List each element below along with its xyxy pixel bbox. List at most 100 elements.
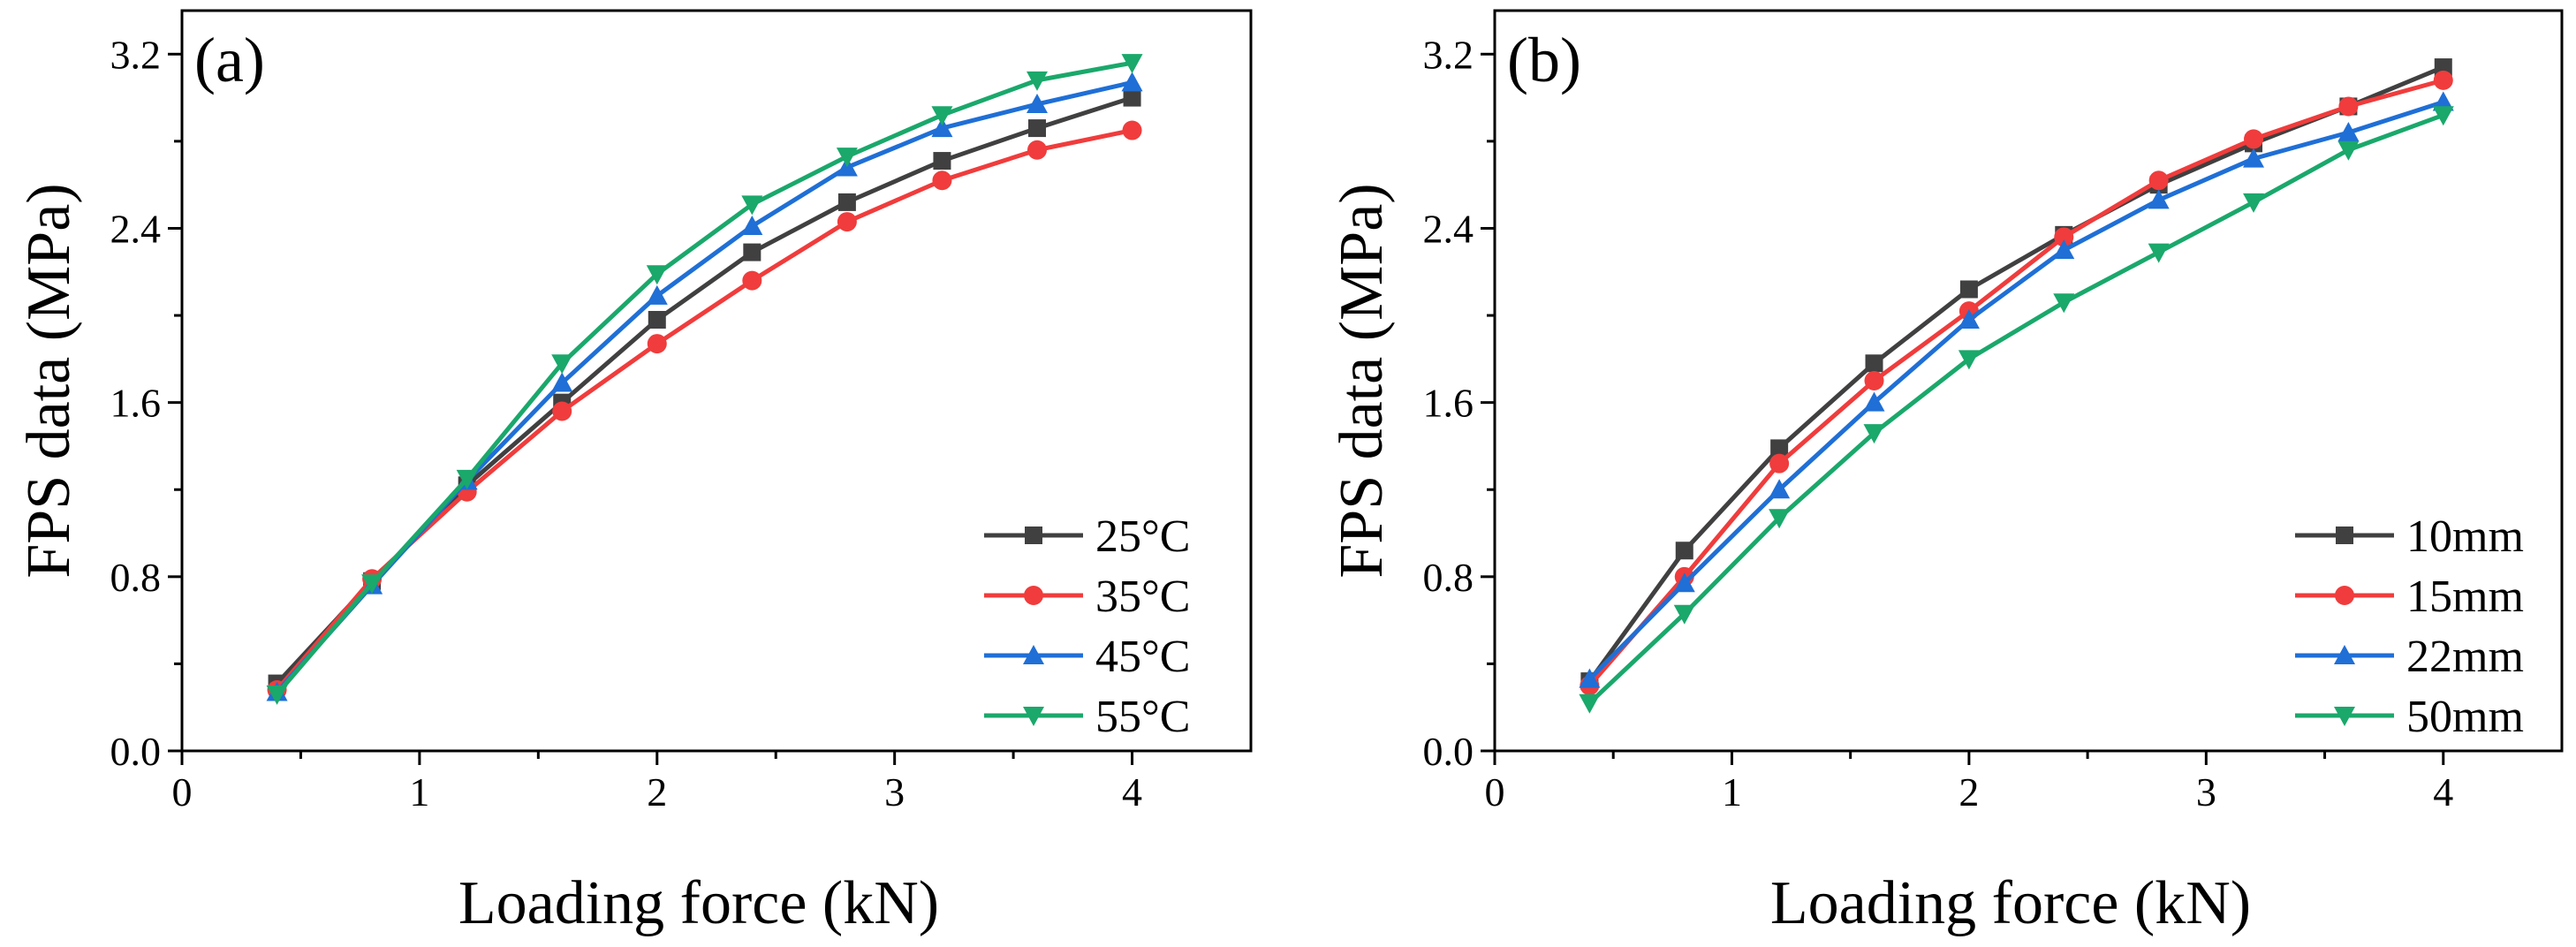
data-point xyxy=(837,212,857,232)
data-point xyxy=(933,152,951,170)
y-tick-label: 1.6 xyxy=(110,381,162,426)
data-point xyxy=(931,106,953,126)
data-point xyxy=(1121,54,1143,74)
legend-item: 15mm xyxy=(2295,572,2524,622)
data-point xyxy=(742,270,762,291)
series-line xyxy=(275,128,1133,692)
data-point xyxy=(743,243,761,261)
x-axis-title: Loading force (kN) xyxy=(458,869,939,937)
panel-label: (a) xyxy=(194,25,265,95)
data-point xyxy=(647,334,667,354)
data-point xyxy=(2244,129,2264,149)
data-point xyxy=(646,265,668,285)
data-point xyxy=(1958,308,1980,329)
data-point xyxy=(2432,106,2454,126)
legend-item: 10mm xyxy=(2295,511,2524,562)
legend-label: 10mm xyxy=(2406,511,2524,562)
chart-panel-a: 0 1 2 3 4 0.0 0.8 1.6 2.4 3.2 Loading force (kN) FP… xyxy=(15,9,1253,937)
data-point xyxy=(1028,119,1046,138)
data-point xyxy=(266,685,288,705)
data-point xyxy=(1027,140,1047,160)
legend-label: 50mm xyxy=(2406,692,2524,742)
data-point xyxy=(1027,93,1048,113)
series-55°C xyxy=(266,54,1143,705)
series-50mm xyxy=(1579,106,2454,714)
series-line xyxy=(1587,64,2444,683)
legend-marker xyxy=(2334,707,2355,726)
legend-label: 22mm xyxy=(2406,632,2524,682)
x-tick-label: 3 xyxy=(884,769,905,814)
data-point xyxy=(2338,96,2359,117)
data-point xyxy=(1958,350,1980,370)
data-point xyxy=(2053,293,2075,314)
legend-label: 35°C xyxy=(1095,572,1190,622)
legend-item: 25°C xyxy=(984,511,1190,562)
legend: 10mm 15mm 22mm 50mm xyxy=(2295,511,2524,742)
series-25°C xyxy=(268,88,1141,693)
data-point xyxy=(837,193,856,211)
data-point xyxy=(646,284,668,305)
series-line xyxy=(275,60,1133,696)
x-tick-label: 1 xyxy=(409,769,429,814)
data-point xyxy=(1770,439,1789,458)
y-tick-label: 3.2 xyxy=(1423,32,1474,77)
legend-item: 22mm xyxy=(2295,632,2524,682)
legend: 25°C 35°C 45°C 55°C xyxy=(984,511,1190,742)
data-point xyxy=(1769,509,1791,529)
series-45°C xyxy=(266,72,1143,701)
data-point xyxy=(552,401,572,421)
legend-item: 55°C xyxy=(984,692,1190,742)
data-point xyxy=(361,574,383,595)
data-point xyxy=(1675,542,1693,560)
series-15mm xyxy=(1580,70,2453,696)
plot-frame xyxy=(180,9,1253,753)
data-point xyxy=(551,354,573,375)
legend-marker xyxy=(1025,527,1042,544)
data-point xyxy=(648,310,666,329)
data-point xyxy=(551,372,573,392)
data-point xyxy=(1863,424,1885,444)
legend-marker xyxy=(1024,586,1043,605)
legend-label: 45°C xyxy=(1095,632,1190,682)
series-line xyxy=(1587,78,2444,687)
y-tick-label: 3.2 xyxy=(110,32,162,77)
chart-panel-b: 0 1 2 3 4 0.0 0.8 1.6 2.4 3.2 Loading force (kN) FP… xyxy=(1328,9,2564,937)
x-axis-title: Loading force (kN) xyxy=(1770,869,2251,937)
data-point xyxy=(1123,88,1141,107)
legend-marker xyxy=(2336,527,2353,544)
series-line xyxy=(275,80,1133,694)
data-point xyxy=(1579,693,1601,714)
legend-marker xyxy=(2335,586,2354,605)
legend-marker xyxy=(1023,645,1044,664)
data-point xyxy=(932,170,952,191)
x-tick-label: 0 xyxy=(172,769,193,814)
y-axis-title: FPS data (MPa) xyxy=(1328,183,1396,578)
legend-item: 35°C xyxy=(984,572,1190,622)
data-point xyxy=(2148,189,2170,209)
legend-item: 45°C xyxy=(984,632,1190,682)
data-point xyxy=(2148,170,2169,191)
x-tick-label: 1 xyxy=(1722,769,1742,814)
x-tick-label: 3 xyxy=(2196,769,2216,814)
data-point xyxy=(1863,391,1885,412)
data-point xyxy=(741,195,763,216)
x-tick-label: 4 xyxy=(1122,769,1142,814)
y-tick-label: 0.0 xyxy=(1423,729,1474,774)
data-point xyxy=(2148,243,2170,263)
data-point xyxy=(2433,70,2453,90)
data-point xyxy=(456,469,478,489)
data-point xyxy=(2337,140,2360,161)
data-point xyxy=(2243,148,2265,168)
legend-item: 50mm xyxy=(2295,692,2524,742)
data-point xyxy=(836,148,858,168)
data-point xyxy=(2432,91,2454,111)
legend-label: 55°C xyxy=(1095,692,1190,742)
data-point xyxy=(1027,71,1048,91)
series-35°C xyxy=(267,120,1142,700)
y-tick-label: 2.4 xyxy=(1423,206,1474,251)
data-point xyxy=(1769,479,1791,499)
x-tick-label: 4 xyxy=(2433,769,2453,814)
y-tick-label: 0.8 xyxy=(110,555,162,600)
data-point xyxy=(1769,453,1790,474)
